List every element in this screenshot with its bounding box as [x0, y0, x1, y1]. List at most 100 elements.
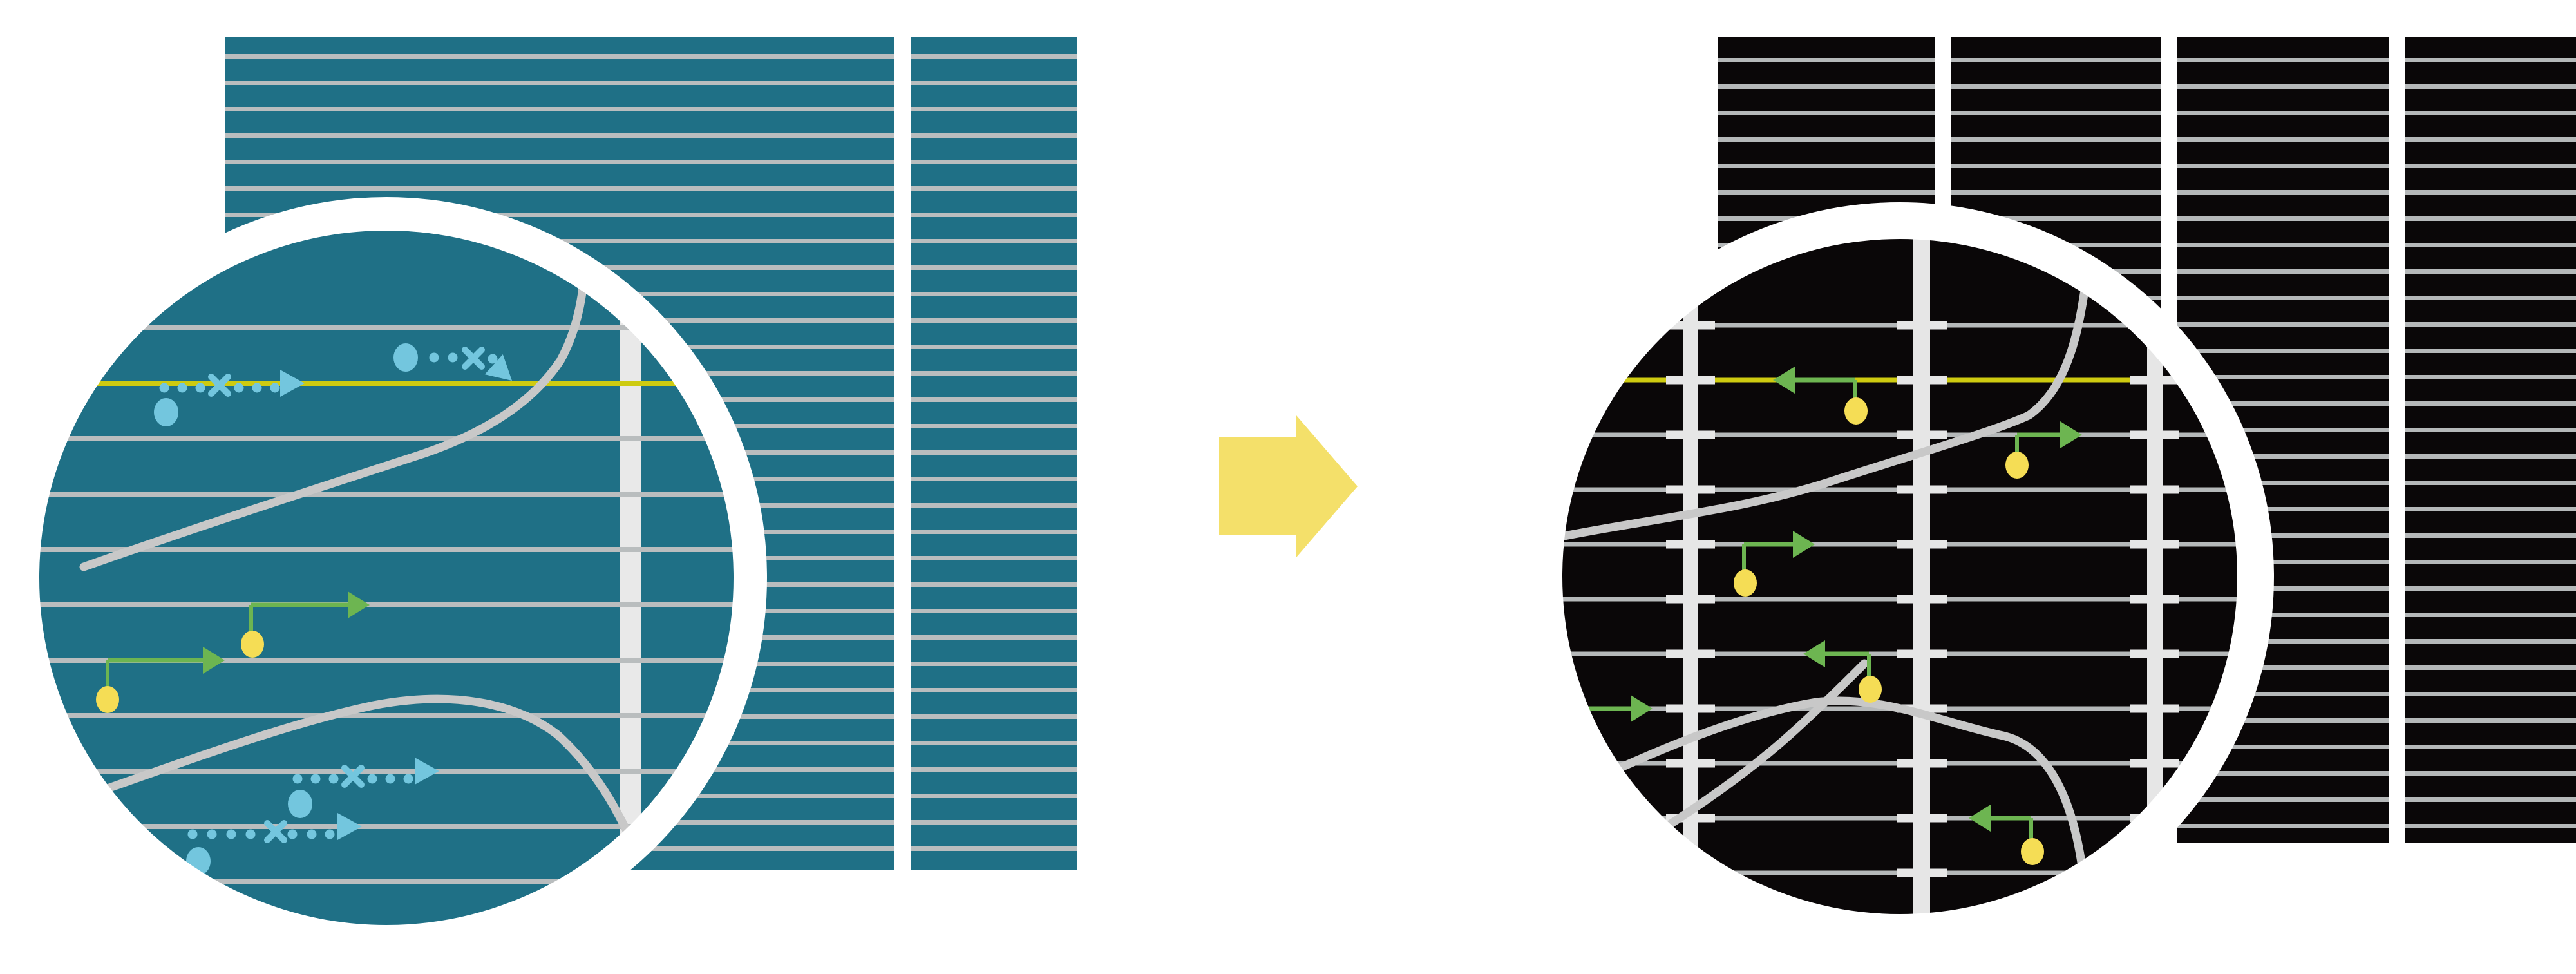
finger-line: [2177, 296, 2389, 300]
finger-line: [2405, 84, 2576, 89]
blue-electron-trail: [288, 758, 439, 818]
finger-line: [2177, 58, 2389, 62]
trail-dot: [325, 829, 335, 839]
busbar-pad: [2130, 868, 2179, 877]
trail-dot: [159, 383, 169, 393]
finger-line: [2405, 639, 2576, 644]
finger-line: [1718, 111, 1935, 115]
finger-line: [225, 133, 894, 138]
finger-line: [911, 530, 1077, 534]
finger-line: [2405, 613, 2576, 617]
finger-line: [911, 239, 1077, 244]
trail-dot: [270, 383, 280, 393]
lens-ring: [1526, 202, 2274, 951]
finger-line: [911, 133, 1077, 138]
trail-dot: [226, 829, 236, 839]
arrowhead-icon: [1793, 531, 1815, 558]
arrowhead-icon: [203, 647, 225, 674]
finger-line: [2405, 322, 2576, 327]
finger-line: [1951, 164, 2161, 168]
highlighted-finger-line: [39, 381, 734, 386]
arrowhead-icon: [484, 354, 512, 381]
finger-line: [2177, 322, 2389, 327]
finger-line: [2177, 771, 2389, 776]
lens-finger-lines: [39, 325, 734, 884]
finger-line: [911, 662, 1077, 666]
finger-line: [2405, 745, 2576, 749]
arrowhead-icon: [1803, 640, 1825, 667]
finger-line: [39, 325, 734, 330]
finger-line: [39, 658, 734, 663]
green-collection-arrow: [96, 647, 225, 713]
busbar-pad: [1666, 649, 1715, 658]
finger-line: [2405, 454, 2576, 459]
finger-line: [39, 769, 734, 774]
green-collection-arrow: [1734, 531, 1815, 597]
finger-line: [911, 265, 1077, 270]
finger-line: [1951, 58, 2161, 62]
arrowhead-icon: [1631, 695, 1653, 722]
blocked-x-icon: [264, 820, 287, 843]
finger-line: [2177, 639, 2389, 644]
blocked-x-icon: [341, 765, 365, 788]
busbar-pad: [1666, 430, 1715, 439]
finger-line: [2177, 137, 2389, 142]
finger-line: [2405, 401, 2576, 406]
right-magnifier: [1526, 202, 2274, 951]
finger-line: [2405, 718, 2576, 723]
busbar-pad: [1666, 321, 1715, 330]
finger-line: [2177, 560, 2389, 564]
finger-line: [2405, 560, 2576, 564]
finger-line: [2405, 375, 2576, 379]
finger-line: [911, 186, 1077, 191]
busbar-pad: [2130, 649, 2179, 658]
trail-dot: [287, 829, 298, 839]
finger-line: [2405, 269, 2576, 274]
finger-line: [911, 477, 1077, 481]
finger-line: [225, 160, 894, 164]
finger-line: [2405, 428, 2576, 432]
trail-dot: [448, 352, 458, 363]
finger-line: [2177, 692, 2389, 696]
finger-line: [911, 397, 1077, 402]
busbar-pad: [1897, 595, 1947, 604]
blocked-x-icon: [208, 374, 231, 397]
trail-dot: [328, 774, 339, 784]
finger-line: [2405, 164, 2576, 168]
trail-dot: [488, 354, 498, 364]
finger-line: [911, 318, 1077, 323]
crack-line: [1562, 272, 2091, 549]
finger-line: [39, 879, 734, 884]
finger-line: [2177, 190, 2389, 195]
finger-line: [2177, 533, 2389, 538]
busbar-pad: [2130, 759, 2179, 768]
finger-line: [911, 107, 1077, 111]
finger-line: [1718, 58, 1935, 62]
trail-dot: [429, 352, 439, 363]
busbar-pad: [1666, 376, 1715, 385]
busbar-pad: [1666, 595, 1715, 604]
crack-lines: [79, 263, 634, 842]
green-collection-arrow: [1773, 367, 1868, 425]
finger-line: [2177, 613, 2389, 617]
trail-dot: [195, 383, 205, 393]
busbar-pads: [1666, 321, 2179, 877]
finger-line: [2177, 375, 2389, 379]
busbar-pad: [1897, 649, 1947, 658]
finger-line: [911, 741, 1077, 745]
finger-line: [2405, 824, 2576, 828]
finger-line: [911, 424, 1077, 428]
finger-line: [2405, 137, 2576, 142]
finger-line: [1718, 190, 1935, 195]
busbar-pad: [2130, 376, 2179, 385]
blue-electron-trail: [393, 343, 512, 381]
green-collection-arrow: [2005, 421, 2082, 479]
finger-line: [39, 602, 734, 607]
finger-line: [2405, 111, 2576, 115]
busbar-pad: [2130, 430, 2179, 439]
finger-line: [2405, 349, 2576, 353]
finger-line: [1718, 84, 1935, 89]
trail-dot: [385, 774, 395, 784]
finger-line: [911, 450, 1077, 455]
